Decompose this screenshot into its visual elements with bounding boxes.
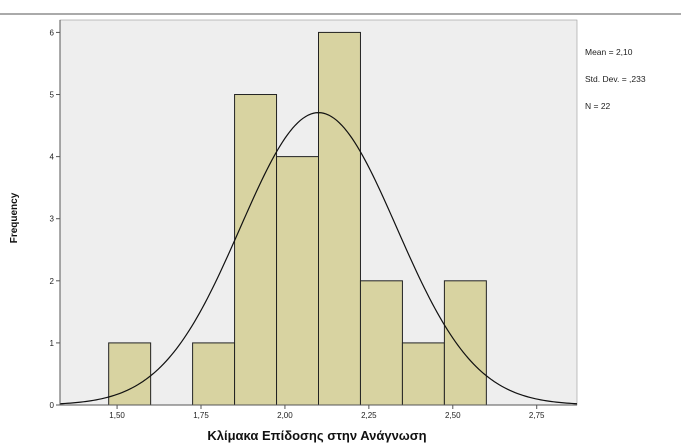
histogram-bar-3 <box>234 94 278 406</box>
x-tick-label-5: 2,75 <box>529 411 545 420</box>
y-axis: 0 1 2 3 4 5 6 <box>50 20 61 410</box>
normal-curve <box>59 112 578 405</box>
histogram-bar-2 <box>192 342 236 406</box>
y-axis-label: Frequency <box>9 192 20 243</box>
x-tick-label-0: 1,50 <box>109 411 125 420</box>
histogram-bar-4 <box>276 156 319 406</box>
y-tick-label-6: 6 <box>50 28 55 37</box>
histogram-bar-6 <box>359 280 403 406</box>
y-tick-label-0: 0 <box>50 401 55 410</box>
histogram-bar-8 <box>443 280 487 406</box>
histogram-bar-7 <box>401 342 445 406</box>
x-axis-label: Κλίμακα Επίδοσης στην Ανάγνωση <box>207 428 426 443</box>
x-axis: 1,50 1,75 2,00 2,25 2,50 2,75 <box>60 404 577 420</box>
y-tick-label-5: 5 <box>50 91 55 100</box>
stats-n: N = 22 <box>585 101 611 111</box>
x-tick-label-1: 1,75 <box>193 411 209 420</box>
histogram-bars <box>108 31 487 406</box>
x-tick-label-2: 2,00 <box>277 411 293 420</box>
y-tick-label-2: 2 <box>50 277 55 286</box>
y-tick-label-1: 1 <box>50 339 55 348</box>
y-tick-label-3: 3 <box>50 215 55 224</box>
y-tick-label-4: 4 <box>50 153 55 162</box>
stats-box: Mean = 2,10 Std. Dev. = ,233 N = 22 <box>585 30 646 120</box>
histogram-bar-5 <box>318 31 361 406</box>
stats-std-dev: Std. Dev. = ,233 <box>585 74 646 84</box>
stats-mean: Mean = 2,10 <box>585 47 633 57</box>
x-tick-label-4: 2,50 <box>445 411 461 420</box>
x-tick-label-3: 2,25 <box>361 411 377 420</box>
